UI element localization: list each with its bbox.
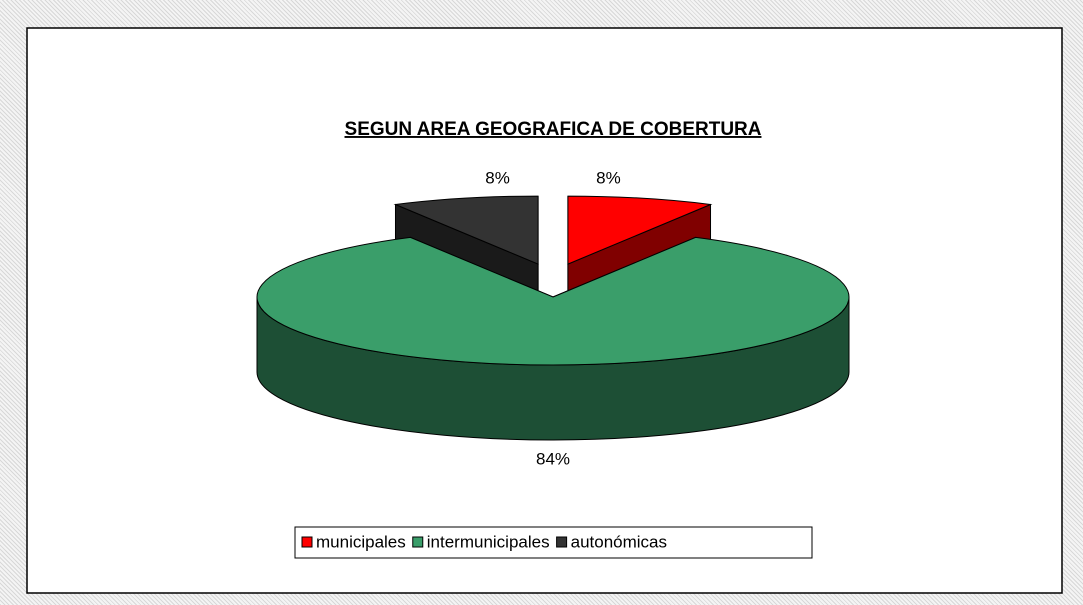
chart-title: SEGUN AREA GEOGRAFICA DE COBERTURA — [345, 119, 762, 140]
data-label: 8% — [485, 168, 510, 187]
legend-swatch — [301, 536, 313, 548]
legend-swatch — [556, 536, 568, 548]
data-label: 84% — [536, 449, 570, 468]
slice — [567, 195, 713, 265]
slice — [393, 195, 539, 265]
legend-box — [294, 526, 813, 559]
legend-swatch — [412, 536, 424, 548]
legend-label: autonómicas — [571, 532, 667, 551]
data-label: 8% — [596, 168, 621, 187]
slice — [256, 236, 850, 366]
legend-label: intermunicipales — [427, 532, 550, 551]
legend-label: municipales — [316, 532, 406, 551]
